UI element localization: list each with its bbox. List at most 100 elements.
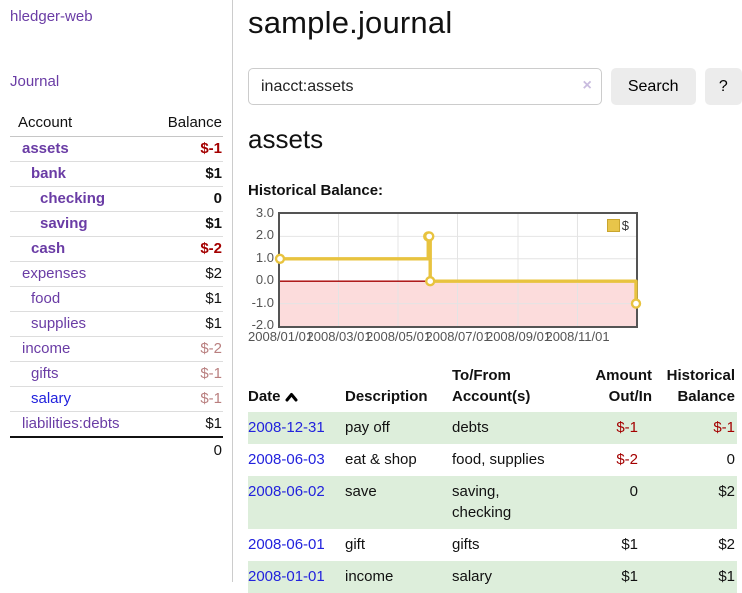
accounts-column-header: Account (10, 111, 152, 137)
sidebar: hledger-web Journal Account Balance asse… (0, 0, 233, 582)
transaction-date-link[interactable]: 2008-06-02 (248, 483, 325, 500)
transaction-accounts: saving, checking (452, 483, 512, 521)
account-balance: $-2 (151, 336, 223, 362)
x-tick-label: 2008/07/01 (425, 329, 491, 344)
transaction-balance: $1 (718, 568, 735, 585)
transaction-description: income (345, 568, 394, 585)
account-link[interactable]: assets (22, 140, 69, 157)
chart-plot-area: $ (274, 212, 642, 328)
transaction-description: pay off (345, 419, 390, 436)
y-tick-label: -1.0 (251, 294, 274, 310)
account-link[interactable]: salary (31, 390, 72, 407)
account-row: supplies $1 (10, 311, 223, 337)
account-row: salary $-1 (10, 386, 223, 412)
transaction-accounts: salary (452, 568, 493, 585)
y-tick-label: 1.0 (255, 249, 274, 265)
main-content: sample.journal × Search ? assets Histori… (248, 0, 742, 593)
search-input[interactable] (248, 68, 602, 105)
account-balance: $1 (151, 211, 223, 237)
x-tick-label: 2008/09/01 (485, 329, 552, 344)
account-balance: $-1 (151, 386, 223, 412)
accounts-table: Account Balance assets $-1 bank $1 checking 0… (10, 111, 223, 463)
transaction-balance: $-1 (713, 419, 735, 436)
transaction-description: eat & shop (345, 451, 417, 468)
register-column-header[interactable]: Date (248, 363, 345, 412)
account-row: saving $1 (10, 211, 223, 237)
account-link[interactable]: gifts (31, 365, 59, 382)
transaction-date-link[interactable]: 2008-06-03 (248, 451, 325, 468)
register-column-header: Historical Balance (666, 367, 735, 405)
x-tick-label: 2008/05/01 (366, 329, 432, 344)
account-link[interactable]: saving (40, 215, 88, 232)
page-title: sample.journal (248, 5, 453, 40)
transaction-amount: $1 (621, 536, 638, 553)
search-button[interactable]: Search (610, 68, 696, 105)
help-button[interactable]: ? (704, 68, 742, 105)
chart-canvas (274, 214, 642, 326)
x-tick-label: 2008/03/01 (306, 329, 372, 344)
account-link[interactable]: food (31, 290, 61, 307)
account-row: expenses $2 (10, 261, 223, 287)
account-balance: $1 (151, 161, 223, 187)
register-row: 2008-06-02 save saving, checking 0 $2 (248, 476, 737, 529)
balance-column-header: Balance (151, 111, 223, 137)
account-row: checking 0 (10, 186, 223, 212)
search-form: × Search ? (248, 68, 742, 105)
x-tick-label: 2008/01/01 (248, 329, 314, 344)
transaction-balance: 0 (726, 451, 735, 468)
y-tick-label: -2.0 (251, 317, 274, 332)
x-tick-label: 2008/11/01 (545, 329, 610, 344)
account-link[interactable]: cash (31, 240, 66, 257)
transaction-accounts: gifts (452, 536, 480, 553)
account-row: liabilities:debts $1 (10, 411, 223, 438)
register-header-row: Date Description To/From Account(s) Amount O… (248, 363, 737, 412)
brand-link[interactable]: hledger-web (10, 8, 93, 25)
accounts-table-header: Account Balance (10, 111, 223, 137)
legend-label: $ (621, 218, 629, 233)
transaction-amount: $-2 (616, 451, 638, 468)
register-row: 2008-06-01 gift gifts $1 $2 (248, 529, 737, 561)
account-balance: $-1 (151, 136, 223, 162)
transaction-date-link[interactable]: 2008-01-01 (248, 568, 325, 585)
transaction-accounts: food, supplies (452, 451, 545, 468)
transaction-amount: $1 (621, 568, 638, 585)
register-row: 2008-12-31 pay off debts $-1 $-1 (248, 412, 737, 444)
account-row: bank $1 (10, 161, 223, 187)
account-row: gifts $-1 (10, 361, 223, 387)
register-column-header: Description (345, 388, 428, 405)
chart-legend: $ (606, 218, 629, 233)
chart-title: Historical Balance: (248, 182, 384, 199)
account-link[interactable]: expenses (22, 265, 87, 282)
account-balance: $-2 (151, 236, 223, 262)
transaction-balance: $2 (718, 483, 735, 500)
register-column-header: Amount Out/In (595, 367, 652, 405)
transaction-date-link[interactable]: 2008-12-31 (248, 419, 325, 436)
account-balance: $1 (151, 411, 223, 438)
transaction-amount: $-1 (616, 419, 638, 436)
transaction-description: gift (345, 536, 366, 553)
transaction-accounts: debts (452, 419, 489, 436)
account-rows: assets $-1 bank $1 checking 0 saving $1 cash $-2 e… (10, 136, 223, 438)
account-balance: $2 (151, 261, 223, 287)
historical-balance-chart: 3.0 2.0 1.0 0.0 -1.0 -2.0 $ 2008/01/01 2008/03… (248, 205, 742, 345)
y-tick-label: 0.0 (255, 272, 274, 288)
account-link[interactable]: checking (40, 190, 106, 207)
register-table: Date Description To/From Account(s) Amount O… (248, 363, 737, 593)
register-column-header: To/From Account(s) (452, 367, 531, 405)
register-row: 2008-06-03 eat & shop food, supplies $-2 0 (248, 444, 737, 476)
account-row: assets $-1 (10, 136, 223, 162)
transaction-date-link[interactable]: 2008-06-01 (248, 536, 325, 553)
account-link[interactable]: income (22, 340, 71, 357)
sidebar-item-journal[interactable]: Journal (10, 73, 60, 90)
account-link[interactable]: supplies (31, 315, 87, 332)
account-balance: $-1 (151, 361, 223, 387)
legend-swatch-icon (606, 219, 620, 232)
account-row: food $1 (10, 286, 223, 312)
account-link[interactable]: liabilities:debts (22, 415, 120, 432)
clear-search-icon[interactable]: × (582, 77, 592, 94)
accounts-total-row: 0 (10, 436, 223, 463)
y-tick-label: 3.0 (255, 205, 274, 220)
account-balance: $1 (151, 311, 223, 337)
account-link[interactable]: bank (31, 165, 67, 182)
y-tick-label: 2.0 (255, 227, 274, 243)
